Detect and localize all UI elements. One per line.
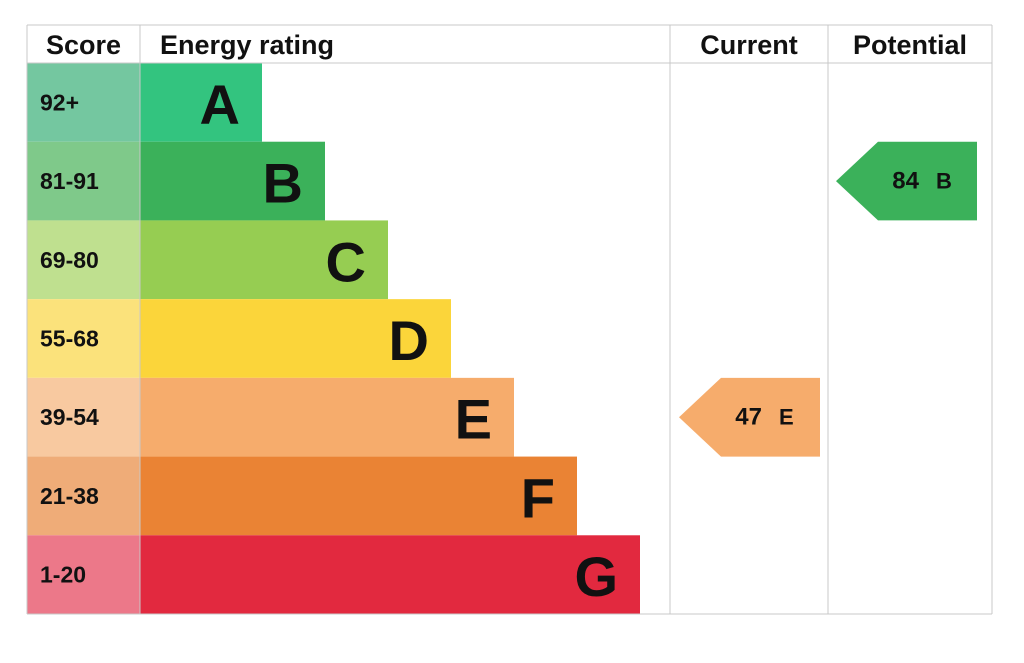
- rating-letter: B: [263, 152, 303, 215]
- arrow-letter: B: [936, 169, 952, 194]
- arrow-letter: E: [779, 405, 794, 430]
- rating-letter: C: [326, 230, 366, 293]
- rating-letter: E: [455, 388, 492, 451]
- score-label: 81-91: [40, 168, 99, 194]
- rating-bar: [140, 456, 577, 536]
- score-cell: [27, 377, 140, 457]
- rating-bar: [140, 141, 325, 221]
- rating-arrow: [679, 377, 820, 457]
- header-label: Score: [46, 30, 121, 60]
- rating-letter: D: [389, 309, 429, 372]
- header-label: Current: [700, 30, 798, 60]
- score-label: 21-38: [40, 483, 99, 509]
- arrow-value: 84: [892, 168, 919, 195]
- score-cell: [27, 220, 140, 300]
- score-cell: [27, 63, 140, 142]
- rating-bar: [140, 63, 262, 142]
- score-label: 1-20: [40, 562, 86, 588]
- score-cell: [27, 299, 140, 378]
- rating-bar: [140, 299, 451, 378]
- score-cell: [27, 535, 140, 614]
- rating-letter: G: [574, 545, 618, 608]
- rating-bar: [140, 377, 514, 457]
- score-label: 92+: [40, 89, 79, 115]
- score-cell: [27, 141, 140, 221]
- rating-bar: [140, 535, 640, 614]
- arrow-value: 47: [735, 404, 762, 431]
- rating-arrow: [836, 141, 977, 221]
- rating-letter: A: [200, 73, 240, 136]
- score-cell: [27, 456, 140, 536]
- header-label: Energy rating: [160, 30, 334, 60]
- rating-bar: [140, 220, 388, 300]
- rating-letter: F: [521, 466, 555, 529]
- header-label: Potential: [853, 30, 967, 60]
- score-label: 69-80: [40, 247, 99, 273]
- score-label: 39-54: [40, 404, 99, 430]
- score-label: 55-68: [40, 326, 99, 352]
